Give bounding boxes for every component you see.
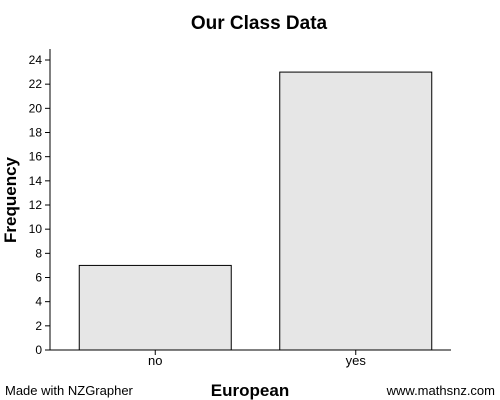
y-tick-label: 18 (29, 126, 43, 140)
y-tick-label: 22 (29, 77, 43, 91)
chart-title: Our Class Data (191, 13, 328, 34)
y-tick-label: 20 (29, 101, 43, 115)
x-axis-category-labels: no yes (148, 350, 366, 368)
footer-website: www.mathsnz.com (386, 383, 495, 398)
bar-yes (279, 71, 433, 351)
x-category-label-no: no (148, 353, 162, 368)
footer-credit: Made with NZGrapher (5, 383, 134, 398)
y-tick-label: 16 (29, 150, 43, 164)
y-tick-label: 4 (35, 295, 42, 309)
x-axis-label: European (211, 381, 289, 400)
y-tick-label: 12 (29, 198, 43, 212)
y-tick-label: 10 (29, 222, 43, 236)
y-tick-label: 14 (29, 174, 43, 188)
bar-no (78, 264, 232, 351)
y-tick-label: 6 (35, 271, 42, 285)
x-category-label-yes: yes (346, 353, 367, 368)
y-tick-label: 2 (35, 319, 42, 333)
y-axis-label: Frequency (1, 156, 20, 243)
bars (78, 71, 433, 351)
y-tick-label: 24 (29, 53, 43, 67)
y-tick-label: 0 (35, 343, 42, 357)
y-tick-label: 8 (35, 246, 42, 260)
